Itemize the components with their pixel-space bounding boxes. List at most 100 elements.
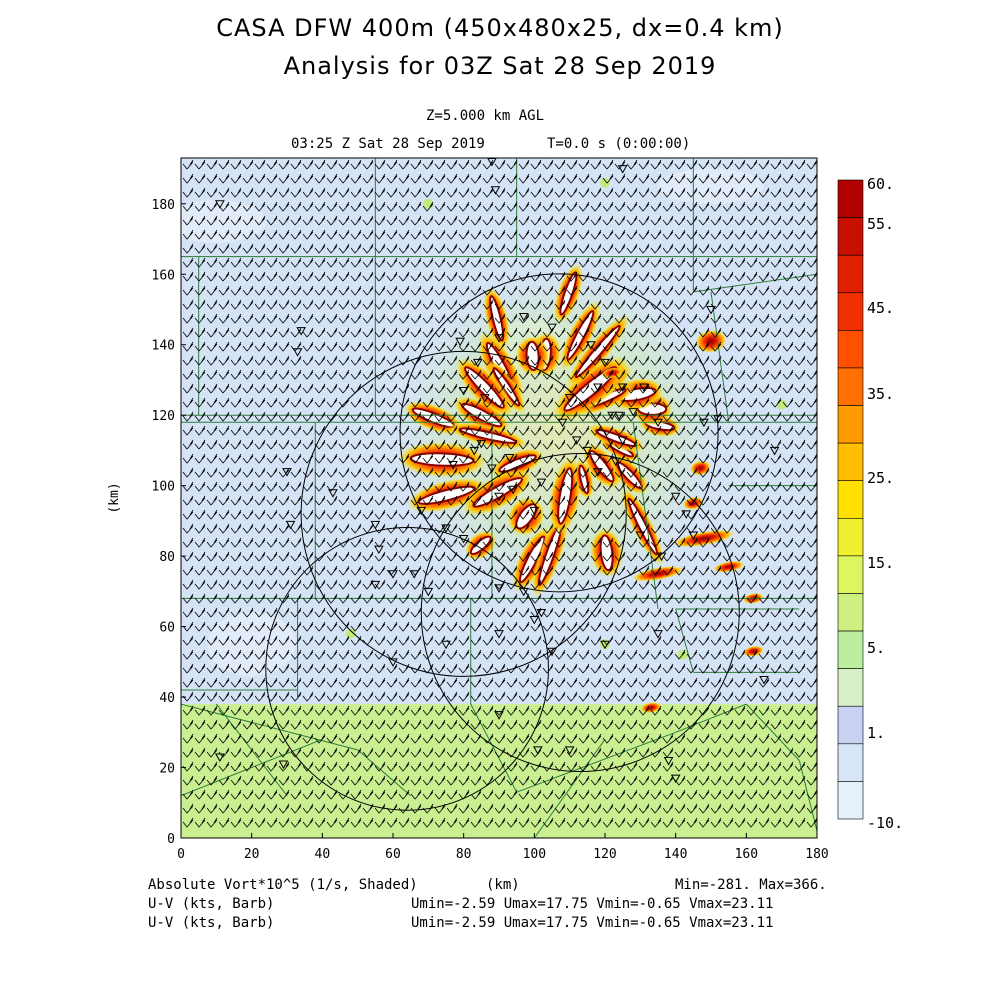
- vorticity-cell: [712, 560, 745, 573]
- y-tick-label: 160: [152, 268, 175, 283]
- forecast-time-label: T=0.0 s (0:00:00): [547, 136, 691, 152]
- y-tick-label: 80: [159, 550, 175, 565]
- vorticity-cell: [672, 529, 736, 548]
- colorbar-label: 5.: [867, 639, 885, 657]
- colorbar-segment: [837, 179, 864, 218]
- station-marker: [639, 383, 649, 393]
- station-marker: [469, 446, 480, 456]
- station-marker: [494, 630, 504, 639]
- station-marker: [518, 587, 529, 597]
- station-marker: [518, 313, 529, 322]
- range-ring: [399, 273, 719, 593]
- axes: 0 20 40 60 80 100 120 140 160 180 0 20 40 60 80 100 120 1…: [152, 198, 829, 862]
- station-marker: [296, 327, 306, 336]
- county-line: [710, 291, 730, 423]
- station-marker: [494, 334, 504, 343]
- vorticity-cell: [565, 314, 631, 389]
- vorticity-speck: [600, 177, 610, 188]
- colorbar-label: 55.: [867, 215, 894, 233]
- county-line: [745, 703, 800, 761]
- station-marker: [688, 531, 699, 541]
- station-marker: [458, 535, 469, 544]
- y-tick-label: 40: [159, 691, 175, 706]
- station-marker: [614, 411, 624, 421]
- station-marker: [416, 506, 427, 516]
- station-marker: [282, 468, 292, 477]
- background-patch: [181, 200, 266, 243]
- colorbar-segment: [837, 367, 864, 406]
- station-marker: [494, 711, 504, 720]
- station-marker: [370, 520, 381, 530]
- station-marker: [610, 457, 621, 467]
- station-marker: [487, 464, 497, 474]
- colorbar-label: -10.: [867, 814, 903, 832]
- minmax-label: Min=-281. Max=366.: [675, 877, 827, 893]
- station-marker: [759, 675, 769, 685]
- colorbar-label: 35.: [867, 385, 894, 403]
- colorbar-segment: [837, 630, 864, 669]
- station-marker: [285, 520, 296, 530]
- station-marker: [547, 647, 557, 657]
- y-tick-label: 20: [159, 762, 175, 777]
- colorbar-segment: [837, 743, 864, 782]
- station-marker: [409, 570, 420, 579]
- station-marker: [480, 394, 490, 403]
- county-line: [516, 731, 676, 793]
- background-patch: [658, 168, 764, 204]
- station-marker: [476, 439, 487, 449]
- station-marker: [656, 552, 667, 562]
- wind2-stats: Umin=-2.59 Umax=17.75 Vmin=-0.65 Vmax=23…: [411, 915, 774, 931]
- colorbar-segment: [837, 254, 864, 294]
- station-marker: [441, 640, 451, 650]
- station-marker: [504, 453, 515, 463]
- x-tick-label: 80: [456, 847, 472, 862]
- station-marker: [529, 616, 540, 625]
- station-marker: [370, 580, 381, 590]
- station-marker: [769, 446, 780, 456]
- valid-time-label: 03:25 Z Sat 28 Sep 2019: [291, 136, 485, 152]
- county-line: [181, 738, 323, 797]
- y-tick-label: 120: [152, 409, 175, 424]
- vorticity-cell: [640, 702, 662, 714]
- colorbar-segment: [837, 593, 864, 632]
- station-marker: [663, 756, 674, 766]
- x-axis-label: (km): [486, 877, 520, 893]
- y-axis-label: (km): [107, 482, 122, 513]
- county-line: [533, 739, 606, 838]
- station-marker: [536, 478, 547, 488]
- range-ring: [300, 350, 627, 677]
- station-marker: [713, 415, 723, 424]
- x-tick-label: 140: [664, 847, 687, 862]
- county-line: [675, 608, 694, 673]
- station-marker: [706, 306, 716, 315]
- vorticity-speck: [345, 628, 356, 639]
- station-marker: [681, 510, 692, 519]
- station-marker: [564, 394, 575, 403]
- station-marker: [571, 436, 582, 445]
- colorbar-label: 25.: [867, 469, 894, 487]
- station-marker: [494, 492, 504, 502]
- colorbar-segment: [837, 705, 864, 745]
- range-ring: [420, 453, 740, 773]
- y-tick-label: 0: [167, 832, 175, 847]
- station-marker: [670, 492, 681, 502]
- station-marker: [593, 383, 603, 393]
- station-marker: [215, 200, 225, 209]
- chart-title-line2: Analysis for 03Z Sat 28 Sep 2019: [283, 52, 717, 80]
- x-tick-label: 120: [593, 847, 616, 862]
- station-marker: [635, 531, 646, 541]
- colorbar-label: 60.: [867, 175, 894, 193]
- colorbar-segment: [837, 292, 864, 331]
- station-marker: [617, 436, 628, 445]
- x-tick-label: 0: [177, 847, 185, 862]
- station-marker: [593, 468, 603, 477]
- station-marker: [670, 774, 681, 784]
- vorticity-cell: [464, 530, 497, 561]
- x-tick-label: 20: [244, 847, 260, 862]
- station-marker: [423, 587, 434, 597]
- colorbar-segment: [837, 480, 864, 519]
- station-marker: [586, 341, 596, 350]
- station-marker: [490, 186, 501, 195]
- colorbar: 60. 55. 45. 35. 25. 15. 5. 1. -10.: [837, 175, 903, 832]
